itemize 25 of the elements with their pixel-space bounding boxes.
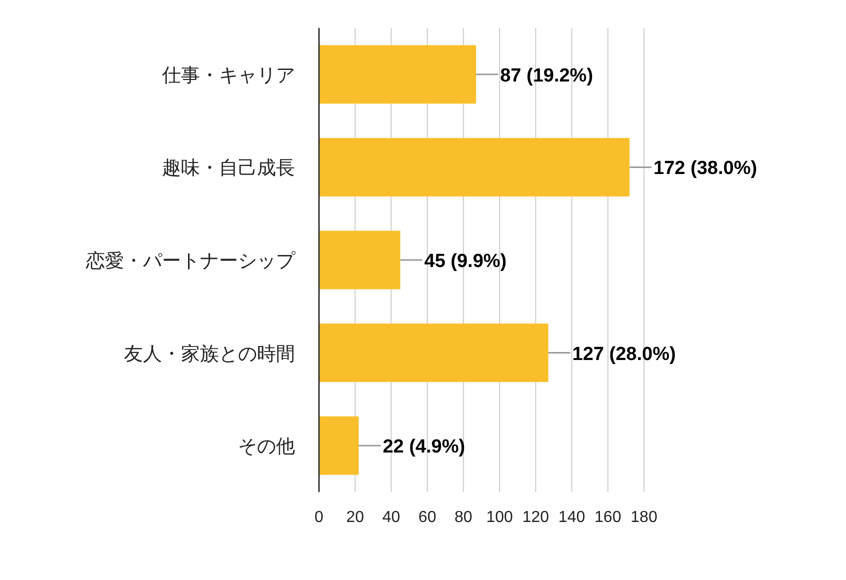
x-tick-label: 140	[558, 509, 586, 526]
x-tick-label: 60	[418, 509, 436, 526]
x-tick-label: 100	[486, 509, 513, 526]
x-tick-label: 40	[382, 509, 400, 526]
x-tick-label: 180	[630, 509, 658, 526]
y-tick-label: 趣味・自己成長	[162, 158, 295, 180]
x-tick-label: 160	[594, 509, 622, 526]
y-tick-label: その他	[238, 436, 295, 458]
bar	[319, 416, 359, 475]
y-tick-label: 仕事・キャリア	[161, 65, 295, 86]
data-label: 45 (9.9%)	[424, 251, 507, 272]
x-tick-label: 80	[454, 509, 472, 526]
y-tick-label: 恋愛・パートナーシップ	[85, 250, 296, 272]
data-label: 172 (38.0%)	[654, 158, 758, 180]
data-label: 87 (19.2%)	[500, 65, 594, 86]
data-label: 22 (4.9%)	[382, 436, 466, 458]
x-tick-label: 0	[314, 509, 324, 526]
data-label: 127 (28.0%)	[572, 344, 676, 365]
bar	[319, 324, 548, 382]
bar	[319, 45, 476, 104]
x-tick-label: 20	[346, 509, 364, 526]
y-tick-label: 友人・家族との時間	[124, 342, 295, 365]
bar	[319, 230, 400, 290]
bar	[319, 138, 630, 196]
x-tick-label: 120	[522, 509, 550, 526]
